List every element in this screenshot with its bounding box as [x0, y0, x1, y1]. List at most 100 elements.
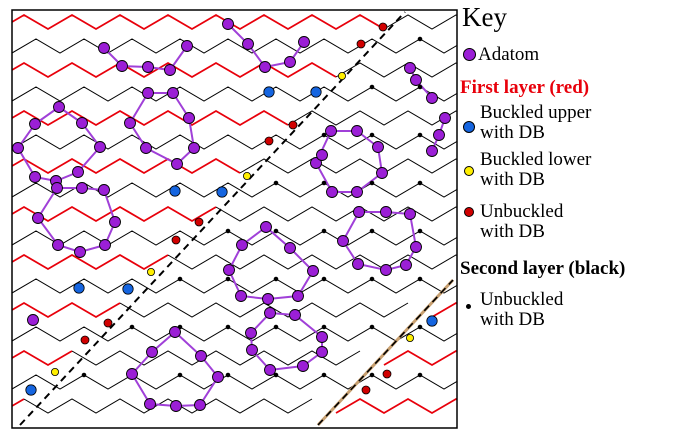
adatom — [298, 36, 310, 48]
second-layer-db-dot — [273, 276, 279, 282]
adatom — [292, 290, 304, 302]
second-layer-db-dot — [417, 276, 423, 282]
first-layer-chain — [12, 13, 385, 31]
second-layer-chain — [12, 134, 457, 150]
first-layer-chain — [12, 109, 289, 127]
second-layer-db-dot — [273, 180, 279, 186]
buckled-upper-atom — [169, 185, 181, 197]
adatom — [181, 40, 193, 52]
adatom — [380, 264, 392, 276]
adatom — [222, 18, 234, 30]
unbuckled-db-atom — [103, 318, 113, 328]
second-layer-db-dot — [321, 228, 327, 234]
buckled-lower-atom — [337, 72, 346, 81]
unbuckled-db-atom — [264, 136, 274, 146]
second-layer-chain — [383, 14, 457, 30]
unbuckled-db-atom — [382, 369, 392, 379]
adatom — [376, 167, 388, 179]
second-layer-db-dot — [273, 372, 279, 378]
adatom — [170, 400, 182, 412]
adatom — [126, 368, 138, 380]
first-layer-chain — [431, 301, 457, 318]
adatom — [337, 235, 349, 247]
adatom — [76, 182, 88, 194]
adatom — [94, 141, 106, 153]
second-layer-chain — [119, 302, 409, 318]
second-layer-db-dot — [321, 276, 327, 282]
adatom — [246, 344, 258, 356]
second-layer-db-dot — [369, 228, 375, 234]
buckled-upper-atom — [263, 86, 275, 98]
second-layer-db-dot — [177, 372, 183, 378]
adatom — [262, 293, 274, 305]
adatom — [264, 364, 276, 376]
diagram-frame — [11, 9, 458, 429]
adatom — [316, 346, 328, 358]
second-layer-chain — [12, 182, 457, 198]
second-layer-db-dot — [177, 276, 183, 282]
second-layer-db-dot — [321, 132, 327, 138]
adatom — [27, 314, 39, 326]
adatom — [74, 246, 86, 258]
second-layer-db-dot — [369, 132, 375, 138]
buckled-upper-atom — [426, 315, 438, 327]
second-layer-chain — [23, 398, 313, 414]
adatom-bond-ring — [130, 330, 220, 408]
adatom — [76, 117, 88, 129]
unbuckled-db-atom — [356, 39, 366, 49]
adatom — [29, 171, 41, 183]
adatom — [284, 242, 296, 254]
adatom — [351, 186, 363, 198]
lattice-chains — [12, 13, 457, 415]
second-layer-chain — [71, 350, 361, 366]
second-layer-db-dot — [225, 228, 231, 234]
unbuckled-db-atom — [80, 335, 90, 345]
adatom — [426, 145, 438, 157]
adatom — [167, 87, 179, 99]
adatom — [29, 118, 41, 130]
adatom — [404, 208, 416, 220]
adatom — [439, 112, 451, 124]
adatom — [316, 149, 328, 161]
second-layer-chain — [12, 374, 457, 390]
adatom — [53, 101, 65, 113]
second-layer-db-dot — [369, 372, 375, 378]
second-layer-db-dot — [417, 84, 423, 90]
second-layer-db-dot — [417, 228, 423, 234]
adatom — [116, 60, 128, 72]
adatom — [284, 56, 296, 68]
adatom — [146, 346, 158, 358]
adatom — [140, 142, 152, 154]
adatom — [353, 206, 365, 218]
adatom — [372, 141, 384, 153]
buckled-upper-atom — [25, 384, 37, 396]
atom-markers — [12, 18, 451, 412]
adatom — [351, 125, 363, 137]
adatom — [245, 327, 257, 339]
second-layer-chain — [12, 38, 457, 54]
second-layer-db-dot — [321, 372, 327, 378]
adatom-bond-ring — [128, 92, 196, 166]
adatom — [124, 117, 136, 129]
second-layer-db-dot — [225, 324, 231, 330]
unbuckled-db-atom — [288, 120, 298, 130]
adatom — [98, 184, 110, 196]
unbuckled-db-atom — [194, 217, 204, 227]
adatom — [433, 129, 445, 141]
second-layer-db-dot — [417, 36, 423, 42]
adatom — [99, 239, 111, 251]
second-layer-chain — [12, 86, 457, 102]
buckled-lower-atom — [405, 333, 414, 342]
adatom — [169, 326, 181, 338]
adatom — [32, 212, 44, 224]
adatom — [316, 331, 328, 343]
adatom — [297, 360, 309, 372]
adatom — [242, 38, 254, 50]
second-layer-db-dot — [81, 372, 87, 378]
adatom — [52, 239, 64, 251]
second-layer-chain — [12, 326, 457, 342]
second-layer-chain — [167, 254, 457, 270]
second-layer-db-dot — [417, 372, 423, 378]
adatom — [235, 290, 247, 302]
